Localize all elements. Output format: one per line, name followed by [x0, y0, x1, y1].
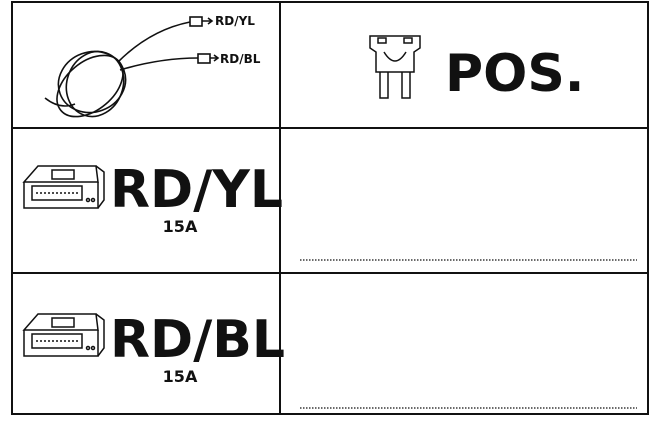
wire-label: RD/YL [215, 14, 255, 28]
module-icon [22, 313, 105, 357]
fuse-label: POS. [445, 44, 585, 104]
fuse-rating: 15A [163, 367, 198, 386]
fuse-rating: 15A [163, 217, 198, 236]
wire-icon [44, 16, 220, 118]
fuse-icon [369, 35, 421, 99]
module-icon [22, 165, 105, 209]
circuit-label: RD/YL [110, 160, 283, 220]
outer-border [11, 1, 649, 415]
circuit-label: RD/BL [110, 310, 285, 370]
wire-label: RD/BL [220, 52, 261, 66]
